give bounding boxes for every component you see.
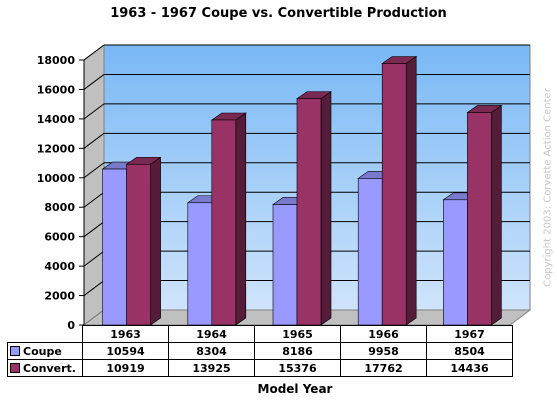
gridline [83, 162, 105, 179]
legend-label: Convert. [23, 361, 76, 375]
y-tick-label: 2000 [44, 290, 75, 303]
data-table-row-coupe: Coupe 10594 8304 8186 9958 8504 [7, 342, 513, 360]
legend-entry-coupe: Coupe [7, 342, 83, 360]
legend-swatch-convertible [10, 362, 20, 373]
y-tick-label: 0 [67, 319, 75, 332]
data-cell: 13925 [168, 359, 255, 377]
gridline [83, 191, 105, 208]
y-tick-label: 4000 [44, 260, 75, 273]
bar-face [211, 119, 237, 326]
data-cell: 8304 [168, 342, 255, 360]
category-label: 1963 [82, 325, 169, 343]
gridline [83, 221, 105, 238]
bar-face [296, 98, 322, 326]
data-table: 1963 1964 1965 1966 1967 Coupe 10594 830… [7, 325, 513, 377]
bar-face [235, 112, 247, 326]
category-label: 1964 [168, 325, 255, 343]
bar-face [467, 112, 492, 326]
data-cell: 17762 [340, 359, 427, 377]
bar-face [405, 55, 417, 326]
gridline [83, 103, 105, 120]
y-tick-label: 16000 [37, 83, 76, 96]
x-axis-label: Model Year [257, 382, 333, 396]
bar-face [491, 104, 502, 326]
y-tick-label: 8000 [44, 201, 75, 214]
data-table-corner [8, 326, 83, 343]
y-tick-label: 18000 [37, 54, 76, 67]
category-label: 1967 [426, 325, 513, 343]
bar-face [102, 168, 127, 326]
bar-face [150, 156, 161, 326]
bar-face [126, 163, 151, 326]
bar-convert [381, 55, 418, 326]
bar-convert [466, 104, 503, 326]
chart-title: 1963 - 1967 Coupe vs. Convertible Produc… [110, 6, 447, 21]
legend-swatch-coupe [10, 345, 20, 356]
data-cell: 9958 [340, 342, 427, 360]
y-tick-label: 12000 [37, 142, 76, 155]
data-table-header-row: 1963 1964 1965 1966 1967 [8, 325, 513, 343]
bar-face [357, 178, 383, 326]
data-cell: 8186 [254, 342, 341, 360]
y-tick-label: 6000 [44, 231, 75, 244]
bar-face [381, 63, 407, 326]
gridline [83, 44, 105, 61]
bar-convert [296, 91, 332, 326]
y-tick-label: 14000 [37, 113, 76, 126]
data-cell: 15376 [254, 359, 341, 377]
data-cell: 10919 [82, 359, 169, 377]
bar-face [443, 199, 468, 326]
bar-convert [125, 156, 162, 326]
gridline [83, 250, 105, 267]
data-table-row-convertible: Convert. 10919 13925 15376 17762 14436 [7, 359, 513, 377]
data-cell: 14436 [426, 359, 513, 377]
gridline [83, 74, 105, 90]
legend-entry-convertible: Convert. [7, 359, 83, 377]
data-cell: 8504 [426, 342, 513, 360]
category-label: 1965 [254, 325, 341, 343]
bar-face [272, 204, 298, 326]
legend-label: Coupe [23, 344, 62, 358]
data-cell: 10594 [82, 342, 169, 360]
gridline [83, 280, 105, 296]
gridline [83, 132, 105, 149]
bar-face [187, 202, 213, 326]
y-tick-label: 10000 [37, 172, 76, 185]
bar-face [320, 91, 332, 326]
copyright-annotation: Copyright 2003: Corvette Action Center [542, 88, 554, 287]
bar-convert [210, 112, 247, 326]
category-label: 1966 [340, 325, 427, 343]
